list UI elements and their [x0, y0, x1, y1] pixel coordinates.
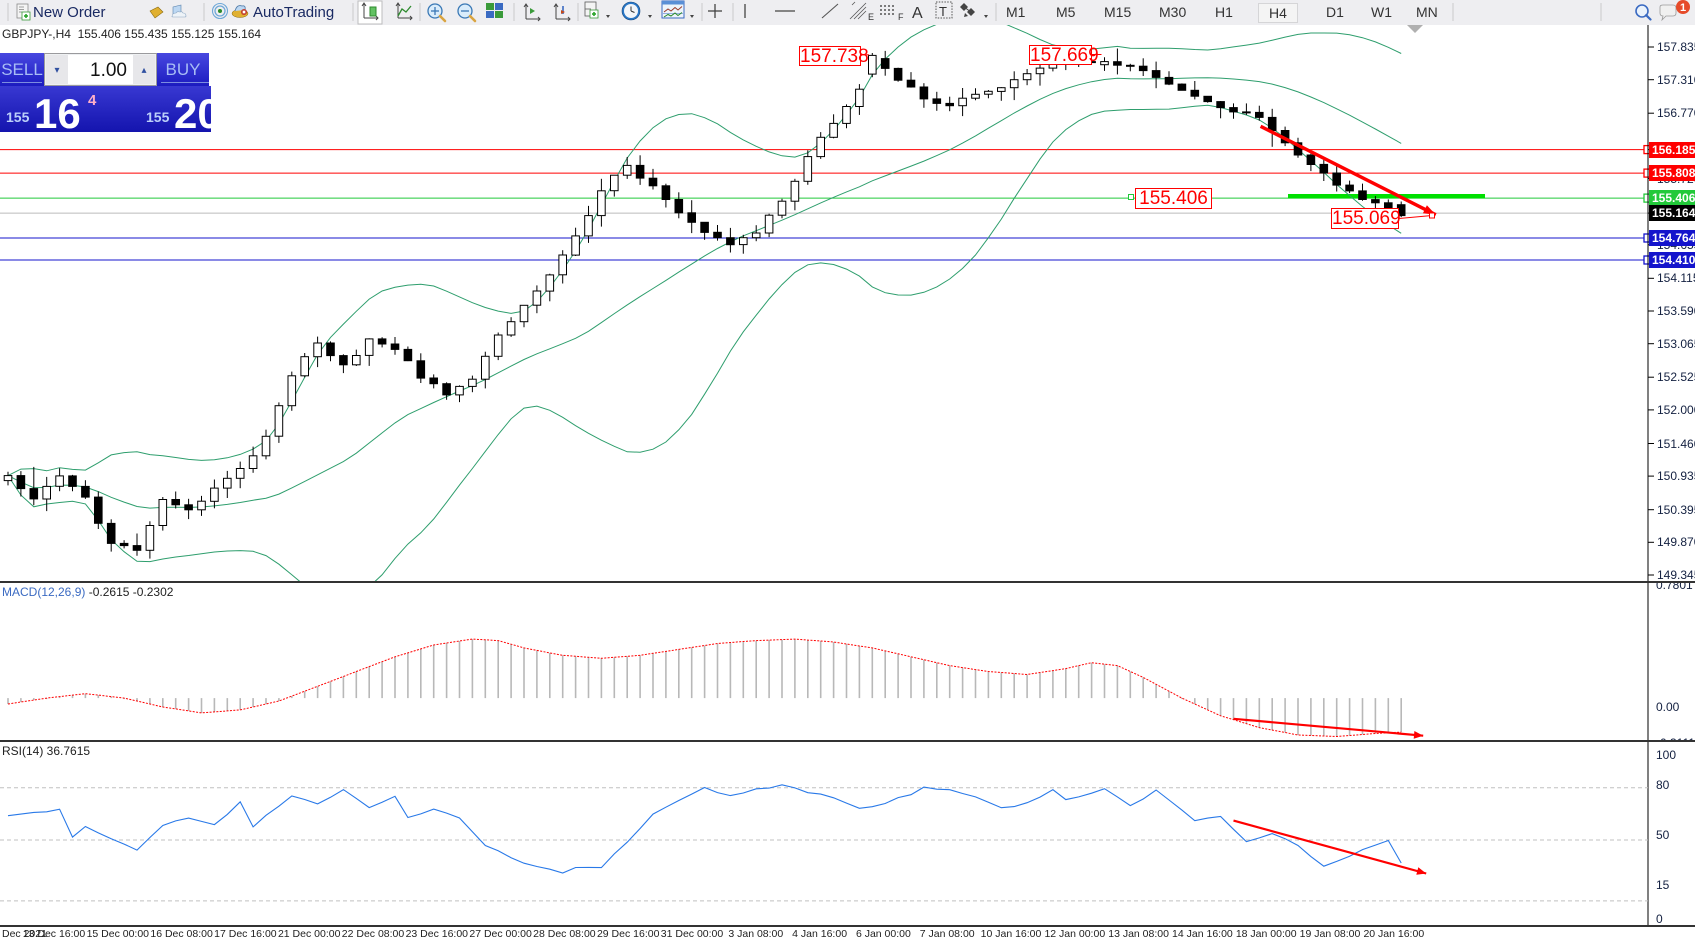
svg-text:1: 1	[1680, 2, 1686, 14]
